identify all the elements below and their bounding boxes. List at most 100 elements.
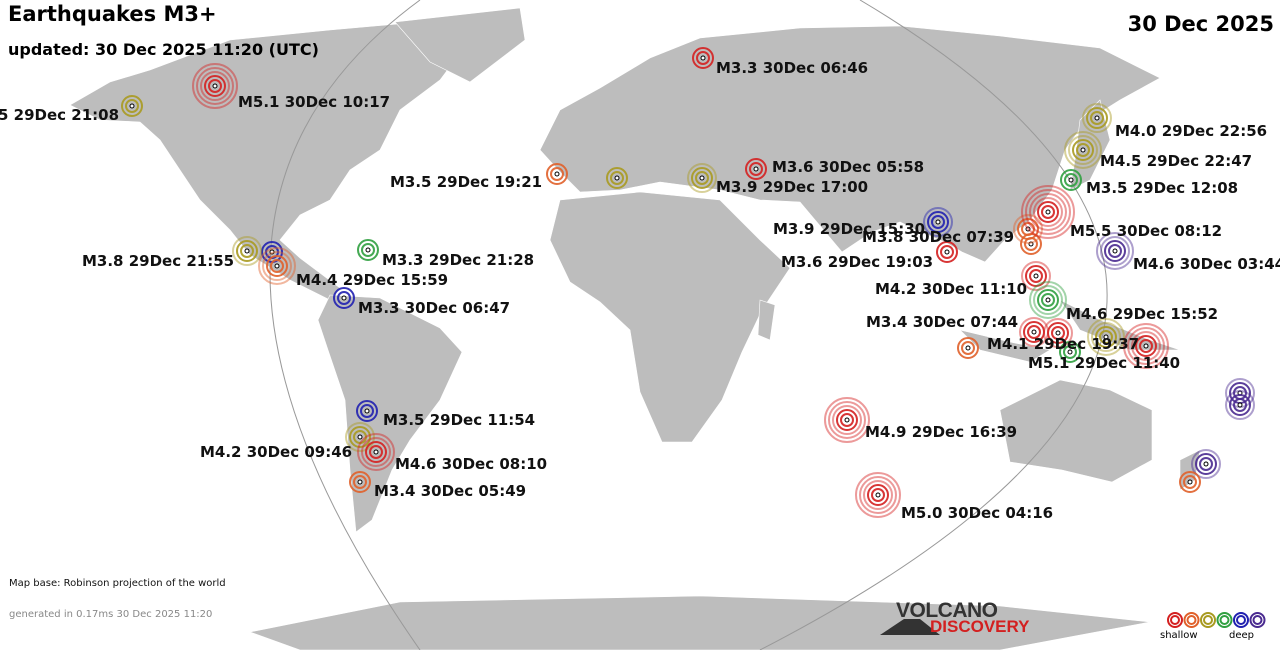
quake-marker[interactable]: [936, 241, 958, 263]
quake-ring: [1025, 265, 1047, 287]
quake-epicenter: [875, 492, 881, 498]
quake-ring: [1183, 475, 1197, 489]
quake-ring: [1099, 330, 1113, 344]
quake-marker[interactable]: [546, 163, 568, 185]
quake-marker[interactable]: [1096, 232, 1134, 270]
quake-marker[interactable]: [357, 239, 379, 261]
quake-label[interactable]: M4.6 30Dec 03:44: [1133, 255, 1280, 273]
quake-ring: [1051, 326, 1065, 340]
quake-label[interactable]: M3.5 29Dec 19:21: [390, 173, 543, 191]
quake-ring: [855, 472, 901, 518]
quake-marker[interactable]: [687, 163, 717, 193]
quake-label[interactable]: M5.1 29Dec 11:40: [1028, 354, 1181, 372]
quake-marker[interactable]: [606, 167, 628, 189]
quake-label[interactable]: M4.1 29Dec 19:37: [987, 335, 1140, 353]
quake-label[interactable]: M3.3 30Dec 06:47: [358, 299, 511, 317]
legend-depth-ring: [1170, 615, 1180, 625]
quake-marker[interactable]: [1082, 103, 1112, 133]
quake-ring: [1021, 222, 1035, 236]
quake-ring: [365, 441, 387, 463]
quake-ring: [357, 433, 395, 471]
quake-ring: [863, 480, 893, 510]
quake-ring: [356, 400, 378, 422]
quake-marker[interactable]: [745, 158, 767, 180]
quake-label[interactable]: M4.2 30Dec 11:10: [875, 280, 1028, 298]
quake-epicenter: [1055, 330, 1061, 336]
quake-marker[interactable]: [957, 337, 979, 359]
quake-marker[interactable]: [1087, 318, 1125, 356]
quake-marker[interactable]: [1064, 131, 1102, 169]
quake-ring: [1091, 322, 1121, 352]
quake-marker[interactable]: [333, 287, 355, 309]
quake-ring: [1027, 325, 1041, 339]
quake-label[interactable]: M3.3 30Dec 06:46: [716, 59, 869, 77]
quake-label[interactable]: M3.6 30Dec 05:58: [772, 158, 925, 176]
quake-label[interactable]: M3.3 29Dec 21:28: [382, 251, 535, 269]
quake-label[interactable]: 5 29Dec 21:08: [0, 106, 120, 124]
quake-label[interactable]: M3.4 30Dec 07:44: [866, 313, 1019, 331]
quake-ring: [1037, 289, 1059, 311]
quake-label[interactable]: M3.5 29Dec 12:08: [1086, 179, 1239, 197]
quake-marker[interactable]: [1191, 449, 1221, 479]
quake-ring: [871, 488, 885, 502]
quake-marker[interactable]: [349, 471, 371, 493]
quake-ring: [262, 251, 292, 281]
quake-marker[interactable]: [1021, 261, 1051, 291]
quake-ring: [1064, 173, 1078, 187]
quake-label[interactable]: M4.0 29Dec 22:56: [1115, 122, 1268, 140]
quake-label[interactable]: M4.9 29Dec 16:39: [865, 423, 1018, 441]
quake-label[interactable]: M4.6 30Dec 08:10: [395, 455, 548, 473]
legend-depth-ring: [1249, 612, 1266, 628]
quake-marker[interactable]: [855, 472, 901, 518]
quake-epicenter: [1045, 209, 1051, 215]
quake-marker[interactable]: [1179, 471, 1201, 493]
quake-label[interactable]: M4.6 29Dec 15:52: [1066, 305, 1219, 323]
quake-marker[interactable]: [824, 397, 870, 443]
quake-ring: [1100, 236, 1130, 266]
quake-marker[interactable]: [923, 207, 953, 237]
quake-marker[interactable]: [1019, 317, 1049, 347]
quake-marker[interactable]: [1123, 323, 1169, 369]
quake-marker[interactable]: [1029, 281, 1067, 319]
quake-ring: [369, 445, 383, 459]
quake-label[interactable]: M4.4 29Dec 15:59: [296, 271, 449, 289]
quake-label[interactable]: M5.5 30Dec 08:12: [1070, 222, 1223, 240]
quake-epicenter: [1080, 147, 1086, 153]
quake-marker[interactable]: [1021, 185, 1075, 239]
quake-marker[interactable]: [121, 95, 143, 117]
quake-label[interactable]: M4.5 29Dec 22:47: [1100, 152, 1253, 170]
quake-epicenter: [341, 295, 347, 301]
quake-ring: [1086, 107, 1108, 129]
quake-marker[interactable]: [1225, 390, 1255, 420]
quake-label[interactable]: M3.8 30Dec 07:39: [862, 228, 1015, 246]
quake-label[interactable]: M3.9 29Dec 17:00: [716, 178, 869, 196]
quake-label[interactable]: M3.4 30Dec 05:49: [374, 482, 527, 500]
quake-ring: [1029, 193, 1067, 231]
quake-label[interactable]: M3.6 29Dec 19:03: [781, 253, 934, 271]
quake-label[interactable]: M5.1 30Dec 10:17: [238, 93, 391, 111]
quake-label[interactable]: M4.2 30Dec 09:46: [200, 443, 353, 461]
quake-epicenter: [365, 247, 371, 253]
quake-marker[interactable]: [232, 236, 262, 266]
quake-marker[interactable]: [1060, 169, 1082, 191]
quake-ring: [345, 422, 375, 452]
quake-label[interactable]: M3.5 29Dec 11:54: [383, 411, 536, 429]
quake-label[interactable]: M5.0 30Dec 04:16: [901, 504, 1054, 522]
quake-marker[interactable]: [345, 422, 375, 452]
updated-timestamp: updated: 30 Dec 2025 11:20 (UTC): [8, 40, 319, 59]
quake-marker[interactable]: [356, 400, 378, 422]
quake-label[interactable]: M3.9 29Dec 15:30: [773, 220, 926, 238]
quake-label[interactable]: M3.8 29Dec 21:55: [82, 252, 235, 270]
quake-marker[interactable]: [1059, 341, 1081, 363]
quake-marker[interactable]: [1013, 214, 1043, 244]
quake-ring: [121, 95, 143, 117]
continent: [549, 191, 791, 443]
quake-ring: [1059, 341, 1081, 363]
quake-epicenter: [1025, 226, 1031, 232]
quake-marker[interactable]: [357, 433, 395, 471]
quake-marker[interactable]: [192, 63, 238, 109]
quake-marker[interactable]: [692, 47, 714, 69]
quake-epicenter: [274, 263, 280, 269]
quake-marker[interactable]: [258, 247, 296, 285]
